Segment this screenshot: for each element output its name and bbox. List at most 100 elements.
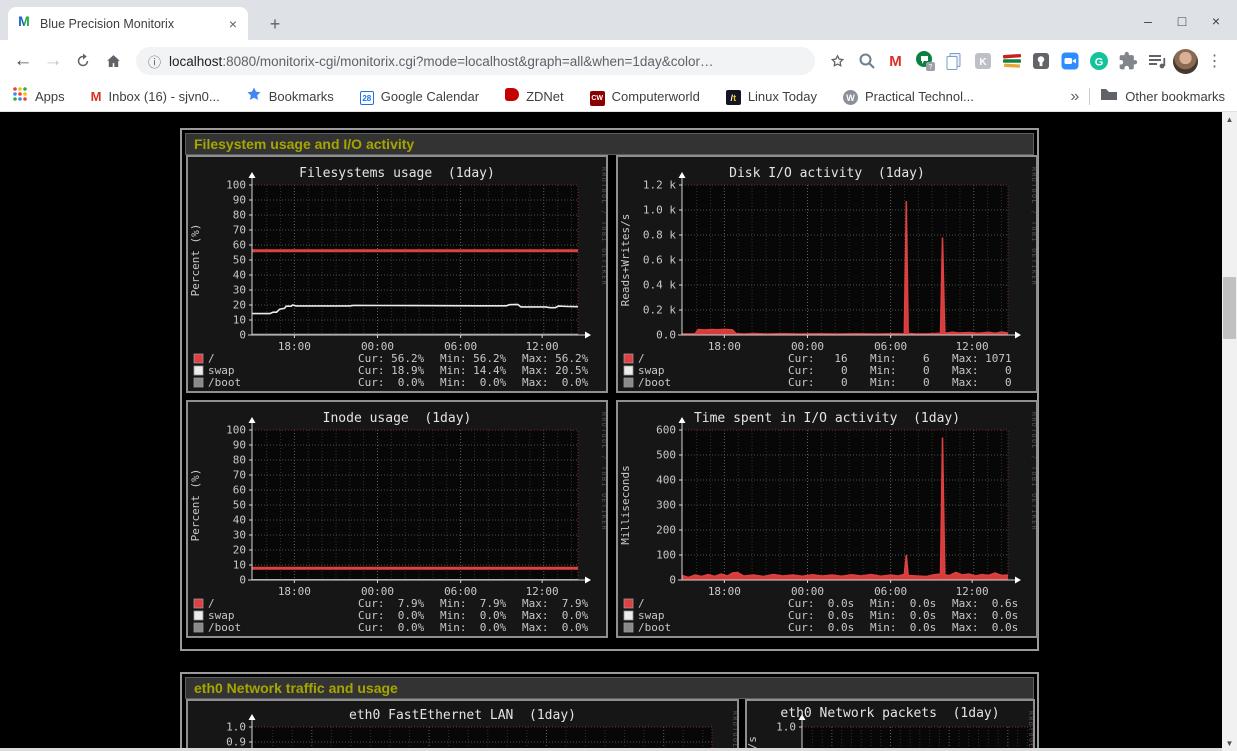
menu-dots-icon[interactable]: ⋮ [1206,53,1223,70]
bookmark-item-apps[interactable]: Apps [12,86,65,107]
y-axis-label: Reads+Writes/s [619,214,632,307]
new-tab-button[interactable]: + [269,13,281,34]
bookmark-item-computerworld[interactable]: CW Computerworld [589,87,700,106]
linuxtoday-icon: / t [725,88,741,106]
reload-button[interactable] [68,46,98,76]
bookmark-item-bookmarks[interactable]: Bookmarks [246,86,334,107]
gmail-icon[interactable]: M [889,52,902,70]
site-info-icon[interactable]: ⓘ [148,54,162,70]
legend-name: / [208,352,215,365]
svg-text:?: ? [928,64,932,71]
rrdtool-credit: RRDTOOL / TOBI OETIKER [600,167,606,286]
legend-swatch [623,377,634,388]
chart-panel-disk-io-activity[interactable]: 0.0 0.2 k 0.4 k 0.6 k 0.8 k 1.0 k 1.2 k 18:00 00… [616,155,1038,393]
x-tick-label: 18:00 [278,585,311,598]
extensions-puzzle-icon[interactable] [1113,47,1142,76]
chart-panel-eth0-lan[interactable]: 1.0 0.9 eth0 FastEthernet LAN (1day) RRDTOO… [186,699,739,751]
monitorix-favicon: M [16,13,32,34]
legend-value: Min: 0 [870,376,930,389]
chart-svg-disk-io-activity: 0.0 0.2 k 0.4 k 0.6 k 0.8 k 1.0 k 1.2 k 18:00 00… [619,166,1036,389]
bookmark-item-zdnet[interactable]: ZDNet [505,87,564,106]
window-controls: – □ × [1131,8,1233,34]
copy-pages-icon[interactable] [939,47,968,76]
legend-name: / [208,597,215,610]
maximize-button[interactable]: □ [1177,13,1187,29]
y-tick-label: 0.6 k [643,254,676,267]
y-tick-label: 100 [226,424,246,437]
y-tick-label: 70 [233,224,246,237]
close-button[interactable]: × [1211,13,1221,29]
playlist-icon[interactable] [1142,47,1171,76]
x-tick-label: 06:00 [874,340,907,353]
legend-value: Cur: 18.9% [358,364,425,377]
legend-value: Cur: 0.0s [788,621,854,634]
x-tick-label: 12:00 [526,340,559,353]
section-network: eth0 Network traffic and usage 1.0 0.9 eth… [180,672,1039,751]
legend-value: Min: 0 [870,364,930,377]
scroll-up-arrow[interactable]: ▲ [1225,115,1234,124]
y-tick-label: 10 [233,559,246,572]
chart-panel-inode-usage[interactable]: 0 10 20 30 40 50 60 70 80 90 100 18:00 00:00 06:00 12:… [186,400,608,638]
page-scrollbar[interactable]: ▲ ▼ [1222,112,1237,751]
browser-tab[interactable]: M Blue Precision Monitorix × [8,7,248,40]
y-tick-label: 50 [233,254,246,267]
scroll-down-arrow[interactable]: ▼ [1225,739,1234,748]
legend-name: /boot [208,376,241,389]
legend-value: Cur: 16 [788,352,848,365]
back-button[interactable]: ← [13,50,33,71]
address-bar[interactable]: ⓘ localhost :8080/monitorix-cgi/monitori… [136,47,815,75]
books-icon[interactable] [997,47,1026,76]
rrdtool-credit: RRDTOOL / TOBI OETIKER [1027,711,1033,751]
bookmarks-overflow-chevron[interactable]: » [1070,87,1080,105]
forward-button[interactable]: → [43,50,63,71]
legend-value: Cur: 0.0% [358,621,425,634]
y-tick-label: 30 [233,529,246,542]
chart-panel-time-spent-io[interactable]: 0 100 200 300 400 500 600 18:00 00:00 06:00 12:00 T… [616,400,1038,638]
legend-value: Max: 7.9% [522,597,589,610]
bookmark-label: Bookmarks [268,89,334,104]
minimize-button[interactable]: – [1144,13,1152,29]
legend-value: Cur: 56.2% [358,352,425,365]
legend-value: Max: 0.0% [522,376,589,389]
y-tick-label: 40 [233,514,246,527]
legend-name: /boot [638,621,671,634]
grammarly-icon[interactable]: G [1084,47,1113,76]
bookmark-item-google-calendar[interactable]: 28 Google Calendar [359,88,479,106]
bookmark-star-icon[interactable] [823,47,852,76]
avatar[interactable] [1171,47,1200,76]
hangouts-icon[interactable]: ? [910,47,939,76]
home-button[interactable] [98,46,128,76]
legend-value: Cur: 7.9% [358,597,425,610]
legend-value: Cur: 0.0s [788,609,854,622]
reader-icon[interactable]: K [968,47,997,76]
legend-name: /boot [638,376,671,389]
x-tick-label: 00:00 [791,340,824,353]
y-tick-label: 0.9 [226,736,246,749]
scrollbar-thumb[interactable] [1223,277,1236,339]
svg-text:M: M [18,13,30,29]
legend-swatch [193,598,204,609]
bookmark-item-practical-technol[interactable]: W Practical Technol... [842,88,974,106]
window-bottom-edge [0,748,1222,751]
legend-name: swap [208,609,235,622]
search-icon[interactable] [852,47,881,76]
y-tick-label: 20 [233,544,246,557]
y-tick-label: 1.0 [776,721,796,734]
other-bookmarks-label[interactable]: Other bookmarks [1125,89,1225,104]
x-tick-label: 12:00 [956,340,989,353]
legend-name: /boot [208,621,241,634]
keeper-icon[interactable] [1026,47,1055,76]
bookmark-item-linux-today[interactable]: / t Linux Today [725,88,817,106]
rrdtool-credit: RRDTOOL / TOBI OETIKER [1030,412,1036,531]
chart-panel-filesystems-usage[interactable]: 0 10 20 30 40 50 60 70 80 90 100 18:00 00:00 06:00 12:… [186,155,608,393]
y-axis-label: Percent (%) [189,469,202,542]
legend-name: swap [208,364,235,377]
zoom-camera-icon[interactable] [1055,47,1084,76]
chart-title: Disk I/O activity (1day) [729,166,925,181]
legend-swatch [623,353,634,364]
bookmark-item-inbox-16-sjvn0[interactable]: M Inbox (16) - sjvn0... [91,88,220,106]
tab-close-icon[interactable]: × [228,15,237,32]
cw-icon: CW [589,87,605,106]
